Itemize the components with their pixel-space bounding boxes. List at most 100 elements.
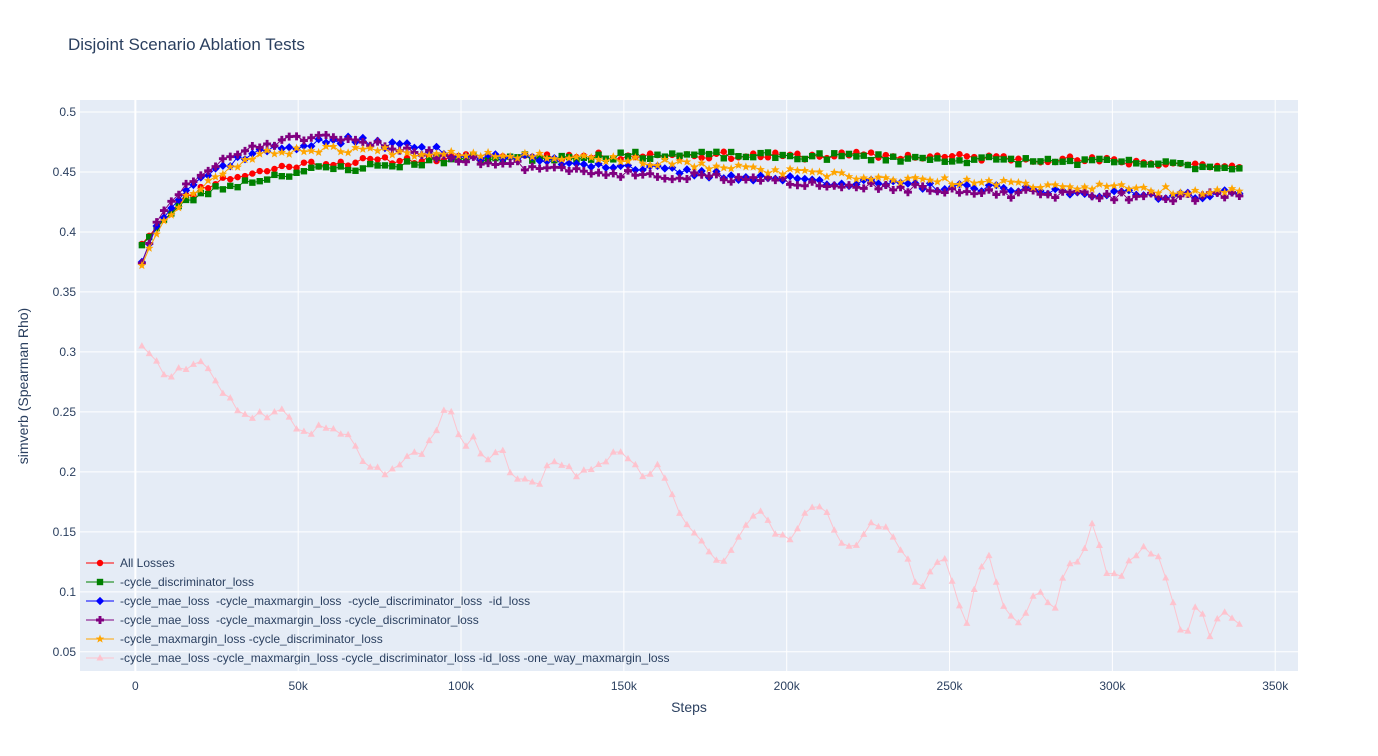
data-point — [1095, 194, 1104, 203]
data-point — [249, 170, 256, 177]
data-point — [888, 175, 898, 184]
data-point — [764, 149, 772, 156]
data-point — [417, 142, 426, 152]
data-point — [469, 432, 477, 440]
data-point — [469, 152, 478, 161]
data-point — [786, 152, 794, 160]
data-point — [204, 166, 213, 175]
data-point — [152, 229, 161, 238]
data-point — [844, 181, 853, 190]
legend[interactable]: All Losses -cycle_discriminator_loss -cycl… — [86, 556, 670, 665]
data-point — [440, 406, 448, 413]
legend-item[interactable]: -cycle_discriminator_loss — [86, 575, 254, 589]
data-point — [860, 152, 867, 159]
data-point — [646, 169, 655, 178]
data-point — [668, 175, 677, 184]
data-point — [956, 151, 963, 158]
data-point — [263, 139, 272, 148]
data-point — [388, 465, 396, 472]
data-point — [1087, 184, 1097, 193]
data-point — [536, 480, 544, 487]
legend-item[interactable]: All Losses — [86, 556, 175, 570]
data-point — [1176, 188, 1185, 197]
data-point — [542, 157, 552, 166]
data-point — [403, 452, 411, 459]
data-point — [594, 168, 603, 177]
data-point — [623, 156, 633, 165]
x-tick-label: 100k — [448, 679, 475, 693]
data-point — [609, 152, 618, 161]
data-point — [542, 163, 551, 172]
data-point — [735, 152, 742, 160]
data-point — [1205, 188, 1215, 197]
data-point — [1066, 559, 1074, 567]
data-point — [1213, 615, 1221, 622]
data-point — [1065, 182, 1075, 191]
data-point — [896, 183, 905, 192]
data-point — [653, 161, 662, 170]
data-point — [572, 472, 580, 480]
data-point — [461, 151, 471, 160]
data-point — [676, 509, 684, 516]
data-point — [358, 133, 368, 143]
data-point — [454, 157, 463, 166]
data-point — [1125, 156, 1133, 164]
data-point — [1051, 193, 1060, 202]
data-point — [624, 454, 632, 462]
data-point — [690, 168, 699, 177]
data-point — [763, 173, 772, 182]
data-point — [904, 555, 912, 562]
legend-item[interactable]: -cycle_mae_loss -cycle_maxmargin_loss -c… — [86, 651, 670, 665]
data-point — [321, 141, 331, 151]
data-point — [1154, 192, 1163, 201]
legend-label: -cycle_maxmargin_loss -cycle_discriminat… — [120, 632, 383, 646]
legend-item[interactable]: -cycle_maxmargin_loss -cycle_discriminat… — [86, 632, 383, 646]
data-point — [1065, 188, 1074, 197]
data-point — [1206, 163, 1214, 171]
legend-marker — [96, 578, 104, 586]
data-point — [314, 131, 323, 140]
data-point — [248, 149, 257, 158]
data-point — [1235, 620, 1243, 627]
data-point — [336, 135, 345, 144]
data-point — [557, 155, 566, 164]
data-point — [1109, 181, 1119, 190]
data-point — [617, 149, 624, 156]
data-point — [455, 430, 463, 438]
data-point — [381, 162, 389, 169]
data-point — [875, 151, 882, 158]
data-point — [558, 461, 566, 468]
data-point — [785, 172, 795, 181]
data-point — [816, 502, 824, 510]
data-point — [1007, 612, 1015, 619]
legend-item[interactable]: -cycle_mae_loss -cycle_maxmargin_loss -c… — [86, 613, 479, 627]
data-point — [772, 154, 779, 162]
legend-item[interactable]: -cycle_mae_loss -cycle_maxmargin_loss -c… — [86, 594, 530, 608]
data-point — [145, 349, 153, 357]
data-point — [940, 173, 950, 182]
series-6 — [138, 342, 1243, 640]
legend-marker — [96, 654, 104, 661]
data-point — [1043, 190, 1052, 199]
data-point — [1110, 158, 1118, 166]
data-point — [632, 148, 639, 156]
data-point — [226, 152, 235, 161]
data-point — [204, 190, 212, 198]
data-point — [587, 169, 596, 178]
data-point — [1154, 552, 1162, 560]
data-point — [638, 159, 648, 168]
data-point — [830, 167, 839, 176]
data-point — [837, 168, 846, 177]
data-point — [697, 170, 706, 179]
data-point — [1191, 160, 1199, 167]
data-point — [388, 150, 397, 159]
y-tick-label: 0.1 — [59, 585, 76, 599]
data-point — [1147, 161, 1155, 168]
data-point — [1221, 164, 1228, 172]
legend-marker — [95, 596, 105, 606]
y-tick-label: 0.3 — [59, 345, 76, 359]
data-point — [153, 357, 161, 364]
data-point — [278, 162, 286, 170]
data-point — [970, 184, 979, 193]
y-tick-label: 0.4 — [59, 225, 76, 239]
